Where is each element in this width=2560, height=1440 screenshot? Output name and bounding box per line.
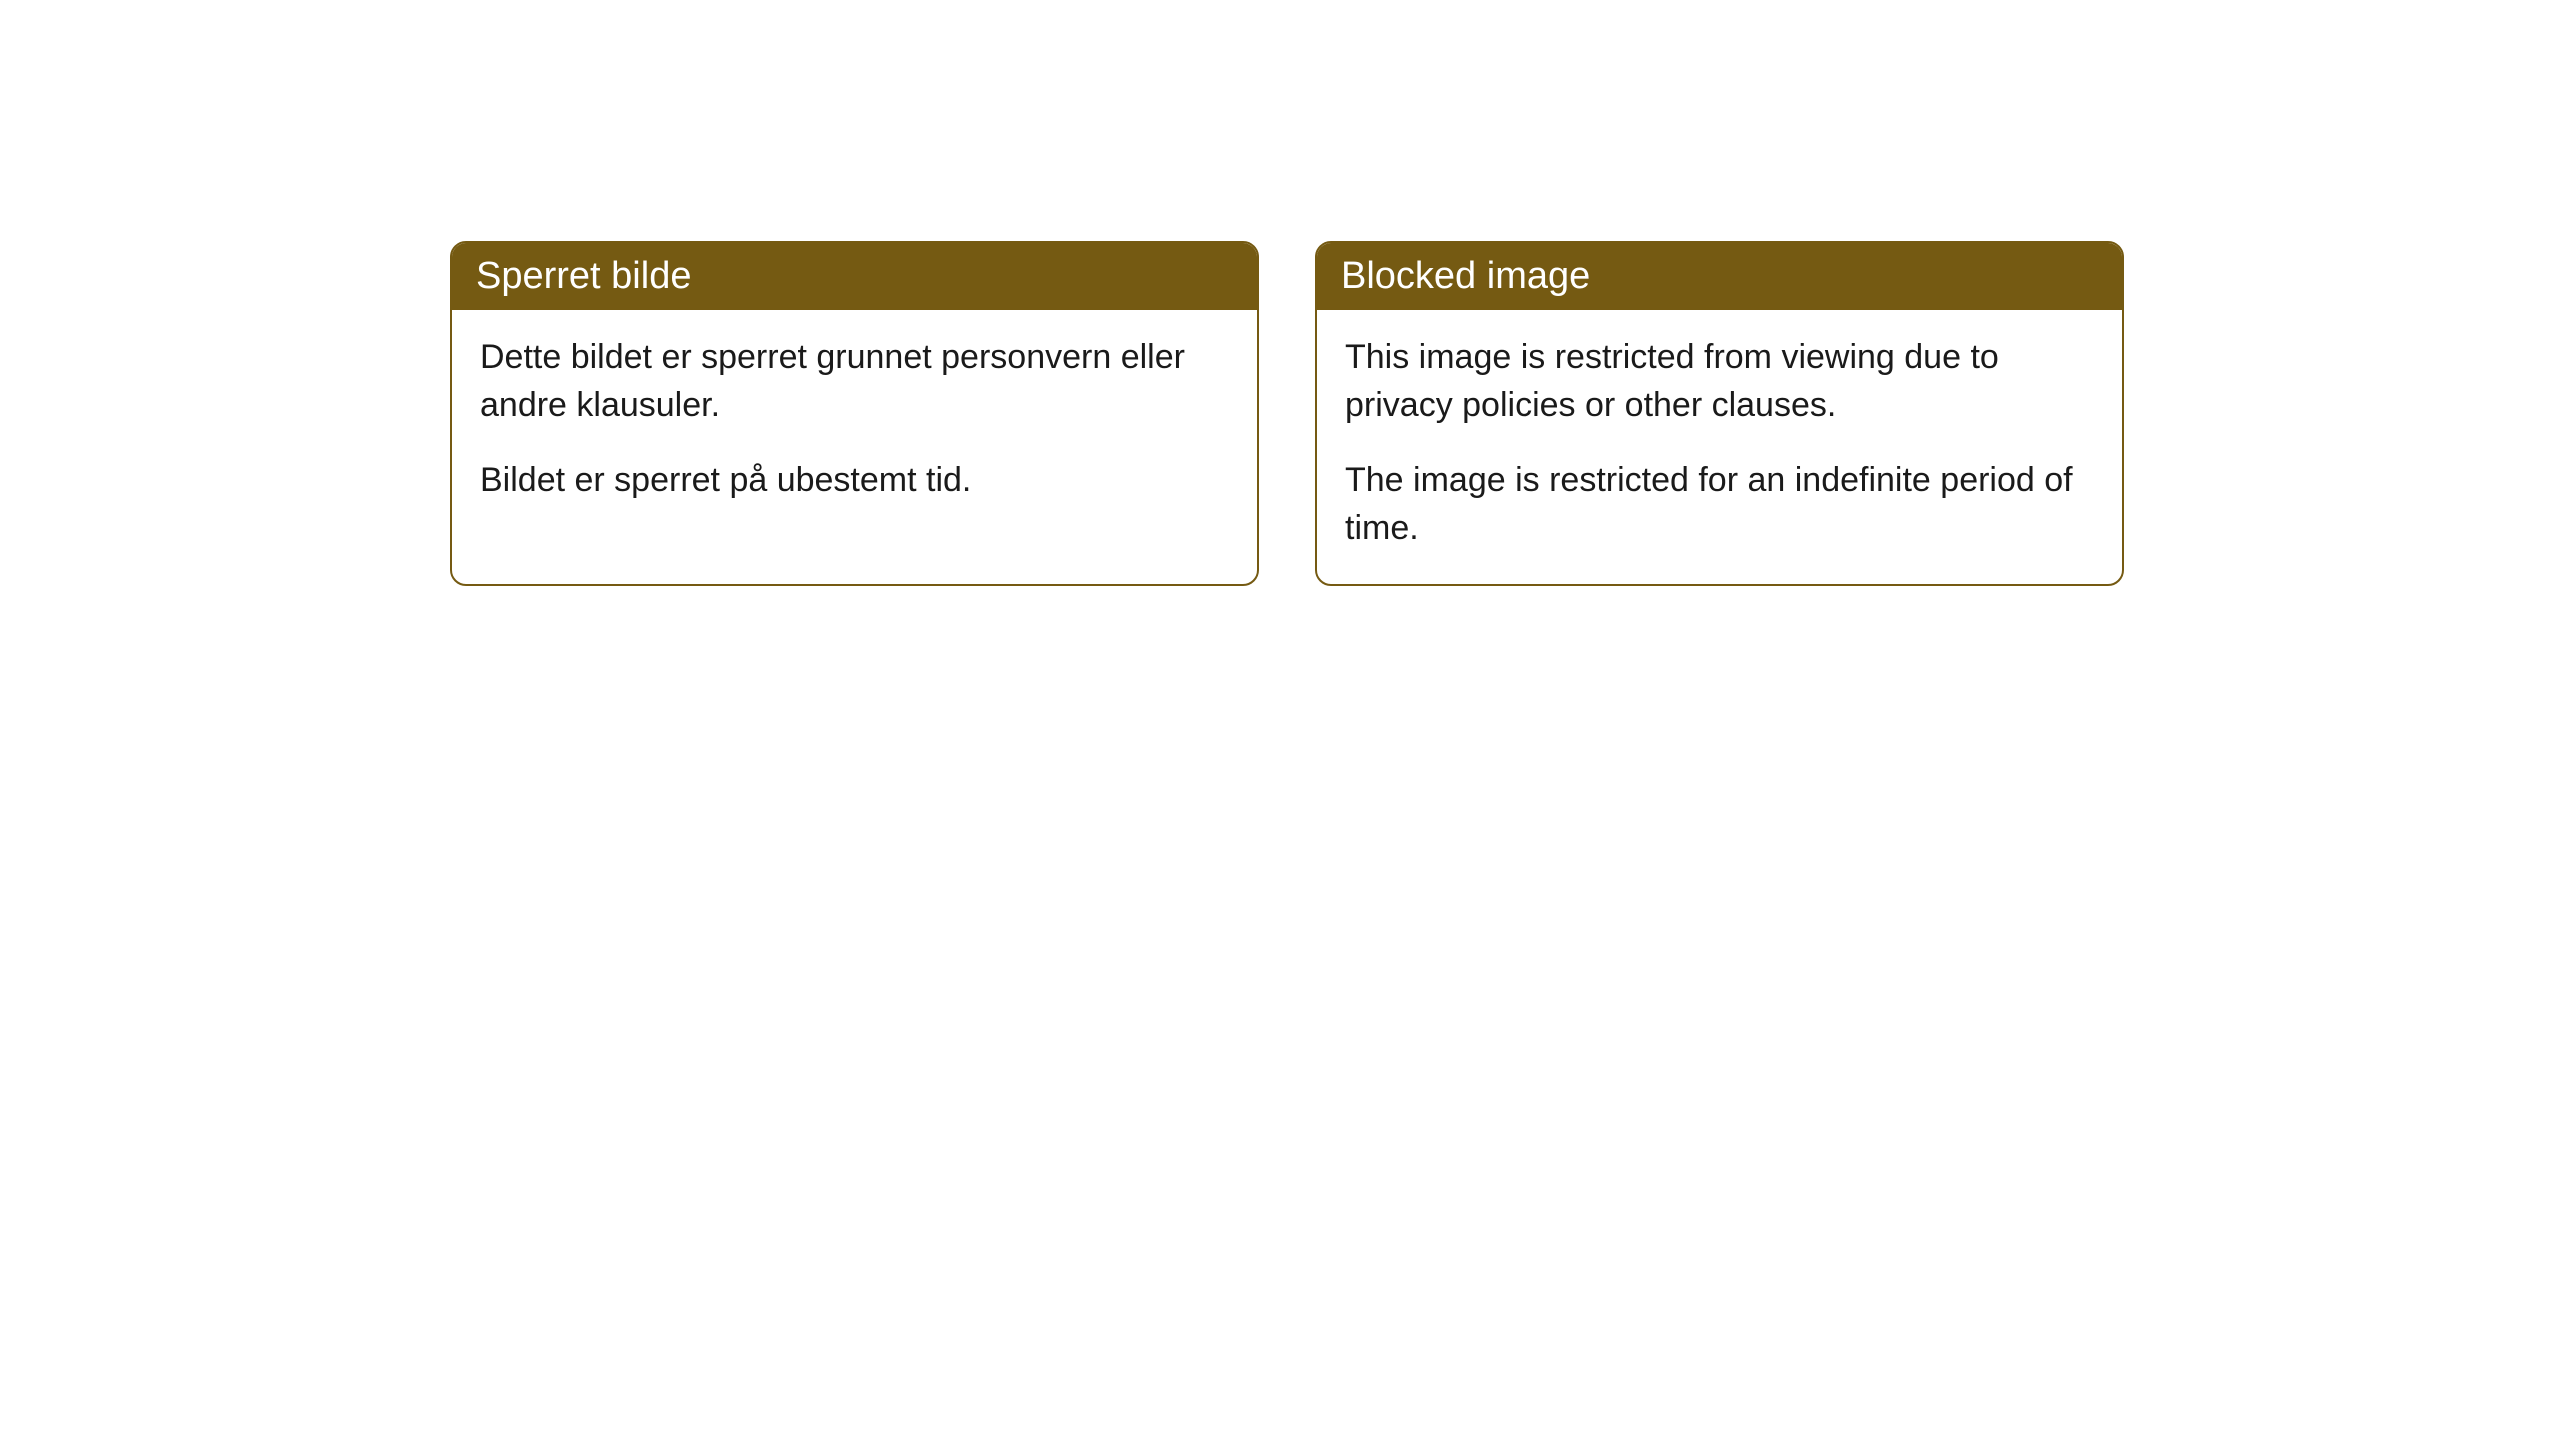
card-paragraph-2-norwegian: Bildet er sperret på ubestemt tid. bbox=[480, 457, 1229, 505]
card-paragraph-1-norwegian: Dette bildet er sperret grunnet personve… bbox=[480, 334, 1229, 429]
card-title-norwegian: Sperret bilde bbox=[476, 255, 691, 297]
card-body-english: This image is restricted from viewing du… bbox=[1317, 310, 2122, 584]
card-paragraph-1-english: This image is restricted from viewing du… bbox=[1345, 334, 2094, 429]
card-header-english: Blocked image bbox=[1317, 243, 2122, 310]
card-body-norwegian: Dette bildet er sperret grunnet personve… bbox=[452, 310, 1257, 537]
card-title-english: Blocked image bbox=[1341, 255, 1590, 297]
card-paragraph-2-english: The image is restricted for an indefinit… bbox=[1345, 457, 2094, 552]
blocked-image-card-norwegian: Sperret bilde Dette bildet er sperret gr… bbox=[450, 241, 1259, 586]
blocked-image-card-english: Blocked image This image is restricted f… bbox=[1315, 241, 2124, 586]
card-header-norwegian: Sperret bilde bbox=[452, 243, 1257, 310]
notice-cards-container: Sperret bilde Dette bildet er sperret gr… bbox=[450, 241, 2124, 586]
